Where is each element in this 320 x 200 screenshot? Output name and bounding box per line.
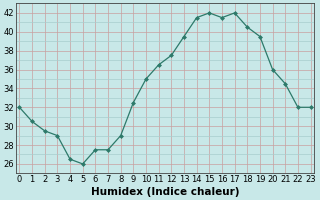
X-axis label: Humidex (Indice chaleur): Humidex (Indice chaleur)	[91, 187, 239, 197]
